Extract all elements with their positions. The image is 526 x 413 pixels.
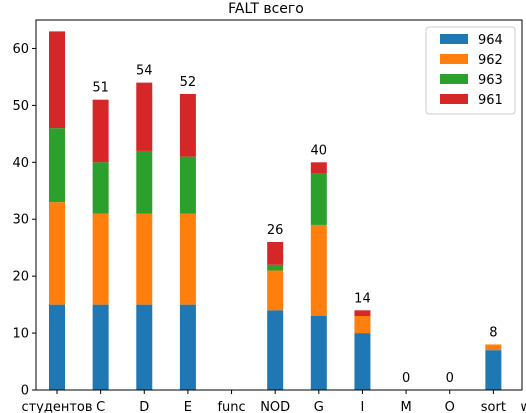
bar-segment — [136, 150, 153, 214]
bar-segment — [92, 213, 109, 305]
bar-segment — [49, 202, 65, 305]
bar-segment — [267, 242, 284, 265]
x-tick-label: D — [139, 400, 149, 413]
plot-frame — [35, 19, 523, 391]
bar-segment — [179, 156, 196, 214]
data-label: 54 — [136, 64, 153, 79]
bar-segment — [179, 213, 196, 305]
x-tick-label: C — [96, 400, 105, 413]
bar-segment — [136, 304, 153, 390]
bar-segment — [267, 264, 284, 271]
bar-segment — [310, 316, 327, 390]
x-tick-label: M — [400, 400, 411, 413]
legend-box — [425, 26, 516, 115]
y-tick-label: 50 — [12, 99, 29, 114]
bar-segment — [49, 31, 65, 129]
bar-segment — [267, 270, 284, 311]
bar-segment — [310, 224, 327, 316]
bar-segment — [92, 99, 109, 163]
data-label: 14 — [354, 291, 371, 306]
y-tick-label: 30 — [12, 213, 29, 228]
x-tick-label: O — [445, 400, 455, 413]
bar-segment — [179, 94, 196, 157]
y-tick-label: 40 — [12, 156, 29, 171]
x-tick-label: студентов — [21, 400, 92, 413]
x-tick-label: NOD — [260, 400, 290, 413]
bar-segment — [179, 304, 196, 390]
bar-segment — [136, 82, 153, 151]
legend-label: 961 — [478, 93, 503, 108]
legend-label: 963 — [478, 73, 503, 88]
x-tick-label: E — [184, 400, 192, 413]
legend-swatch — [440, 34, 468, 44]
legend-label: 962 — [478, 53, 503, 68]
legend-swatch — [440, 94, 468, 104]
chart-title: FALT всего — [228, 1, 304, 17]
y-tick-label: 0 — [21, 384, 29, 399]
bar-segment — [92, 304, 109, 390]
legend: 964 962 963 961 — [425, 26, 516, 115]
bar-segment — [136, 213, 153, 305]
bar-segment — [354, 333, 371, 390]
x-tick-label: sort — [481, 400, 506, 413]
x-tick-label: ways — [520, 400, 526, 413]
bar-segment — [485, 350, 502, 390]
data-label: 0 — [446, 371, 454, 386]
x-tick-label: G — [314, 400, 324, 413]
bar-segment — [310, 173, 327, 225]
data-label: 52 — [180, 75, 197, 90]
bar-segment — [49, 128, 65, 203]
data-label: 26 — [267, 223, 284, 238]
x-tick-label: I — [361, 400, 365, 413]
bar-segment — [485, 344, 502, 351]
bar-segment — [267, 310, 284, 390]
bar-segment — [310, 162, 327, 174]
y-tick-label: 60 — [12, 42, 29, 57]
data-label: 8 — [489, 325, 497, 340]
legend-swatch — [440, 54, 468, 64]
data-label: 40 — [311, 143, 328, 158]
legend-swatch — [440, 74, 468, 84]
y-tick-label: 10 — [12, 327, 29, 342]
bar-segment — [49, 304, 65, 390]
y-tick-label: 20 — [12, 270, 29, 285]
bar-segment — [354, 316, 371, 334]
bar-segment — [92, 162, 109, 214]
legend-label: 964 — [478, 33, 503, 48]
x-tick-label: func — [217, 400, 245, 413]
data-label: 51 — [92, 81, 109, 96]
data-label: 0 — [402, 371, 410, 386]
bar-segment — [354, 310, 371, 316]
